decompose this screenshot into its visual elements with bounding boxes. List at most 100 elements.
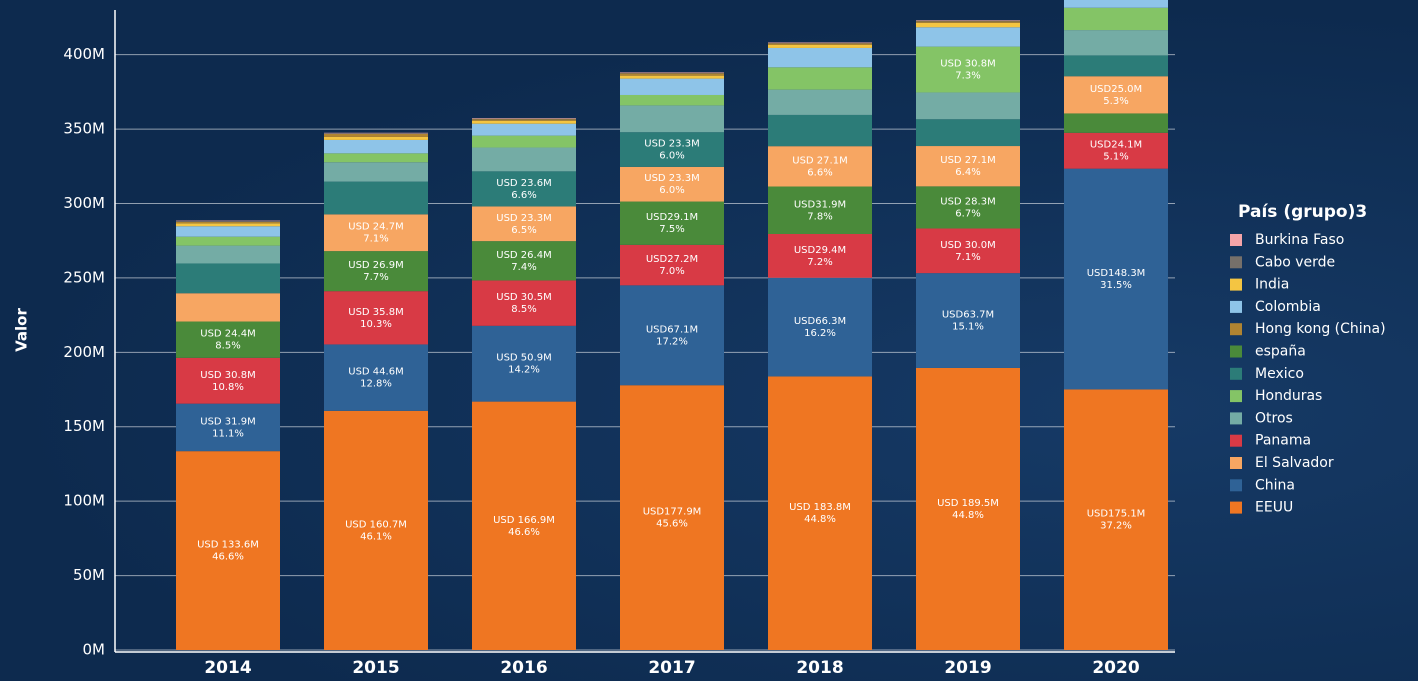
share-label: 6.0%	[659, 151, 684, 162]
bar-segment	[916, 228, 1020, 274]
bar-segment	[324, 410, 428, 650]
bar-segment	[620, 385, 724, 650]
value-label: USD 23.3M	[496, 213, 551, 224]
legend-swatch	[1230, 501, 1242, 514]
bar-segment	[472, 206, 576, 242]
bar-segment	[1064, 132, 1168, 169]
value-label: USD 27.1M	[940, 155, 995, 166]
share-label: 6.6%	[511, 190, 536, 201]
value-label: USD 30.8M	[200, 370, 255, 381]
x-tick-label: 2020	[1092, 658, 1139, 678]
legend-swatch	[1230, 323, 1242, 336]
bar-segment	[176, 226, 280, 237]
share-label: 37.2%	[1100, 521, 1132, 532]
share-label: 6.5%	[511, 225, 536, 236]
bar-segment	[176, 403, 280, 452]
bar-segment	[472, 241, 576, 281]
y-tick-label: 350M	[63, 120, 105, 138]
y-tick-label: 250M	[63, 268, 105, 286]
value-label: USD24.1M	[1090, 140, 1142, 151]
legend-swatch	[1230, 367, 1242, 380]
x-tick-label: 2017	[648, 658, 695, 678]
share-label: 7.8%	[807, 211, 832, 222]
value-label: USD 133.6M	[197, 540, 259, 551]
bar-segment	[916, 21, 1020, 23]
legend-swatch	[1230, 479, 1242, 492]
value-label: USD66.3M	[794, 316, 846, 327]
legend-title: País (grupo)3	[1238, 202, 1367, 222]
value-label: USD29.1M	[646, 212, 698, 223]
value-label: USD27.2M	[646, 254, 698, 265]
y-axis-label: Valor	[13, 308, 31, 352]
value-label: USD 189.5M	[937, 498, 999, 509]
share-label: 7.2%	[807, 257, 832, 268]
bar-segment	[176, 321, 280, 358]
share-label: 10.8%	[212, 382, 244, 393]
value-label: USD63.7M	[942, 310, 994, 321]
share-label: 44.8%	[804, 514, 836, 525]
share-label: 7.0%	[659, 266, 684, 277]
share-label: 7.1%	[955, 252, 980, 263]
legend-swatch	[1230, 278, 1242, 291]
legend-label: Hong kong (China)	[1255, 321, 1386, 337]
share-label: 6.4%	[955, 167, 980, 178]
share-label: 15.1%	[952, 322, 984, 333]
value-label: USD 35.8M	[348, 307, 403, 318]
bar-segment	[472, 118, 576, 120]
share-label: 8.5%	[511, 304, 536, 315]
bar-segment	[324, 133, 428, 137]
share-label: 11.1%	[212, 428, 244, 439]
bar-segment	[768, 114, 872, 147]
bar-segment	[324, 139, 428, 154]
bar-segment	[1064, 76, 1168, 114]
value-label: USD 166.9M	[493, 515, 555, 526]
bar-segment	[620, 132, 724, 167]
value-label: USD 160.7M	[345, 519, 407, 530]
bar-segment	[916, 119, 1020, 147]
bar-segment	[768, 186, 872, 234]
value-label: USD 50.9M	[496, 353, 551, 364]
share-label: 14.2%	[508, 365, 540, 376]
value-label: USD148.3M	[1087, 268, 1146, 279]
legend-label: El Salvador	[1255, 455, 1334, 471]
x-tick-label: 2016	[500, 658, 547, 678]
value-label: USD 23.6M	[496, 178, 551, 189]
value-label: USD 44.6M	[348, 367, 403, 378]
share-label: 46.6%	[212, 552, 244, 563]
x-tick-label: 2019	[944, 658, 991, 678]
bar-segment	[916, 20, 1020, 22]
share-label: 46.6%	[508, 527, 540, 538]
bar-segment	[176, 245, 280, 264]
bar-segment	[472, 171, 576, 207]
value-label: USD 183.8M	[789, 502, 851, 513]
bar-segment	[176, 293, 280, 322]
value-label: USD 28.3M	[940, 196, 995, 207]
legend-label: EEUU	[1255, 500, 1293, 516]
bar-segment	[176, 263, 280, 294]
bar-segment	[916, 146, 1020, 187]
value-label: USD 30.8M	[940, 59, 995, 70]
y-tick-label: 400M	[63, 45, 105, 63]
share-label: 8.5%	[215, 341, 240, 352]
value-label: USD 27.1M	[792, 155, 847, 166]
share-label: 6.0%	[659, 185, 684, 196]
bar-segment	[916, 367, 1020, 650]
value-label: USD67.1M	[646, 324, 698, 335]
legend-swatch	[1230, 434, 1242, 447]
bar-segment	[324, 136, 428, 140]
bar-segment	[620, 166, 724, 202]
legend-label: India	[1255, 277, 1289, 293]
share-label: 7.7%	[363, 272, 388, 283]
bar-segment	[324, 181, 428, 215]
legend-label: Panama	[1255, 433, 1311, 449]
bar-segment	[620, 72, 724, 74]
share-label: 45.6%	[656, 519, 688, 530]
legend-swatch	[1230, 256, 1242, 269]
share-label: 46.1%	[360, 531, 392, 542]
bar-segment	[472, 401, 576, 650]
bar-segment	[620, 75, 724, 79]
bar-segment	[1064, 168, 1168, 390]
bar-segment	[324, 153, 428, 163]
y-tick-label: 200M	[63, 343, 105, 361]
